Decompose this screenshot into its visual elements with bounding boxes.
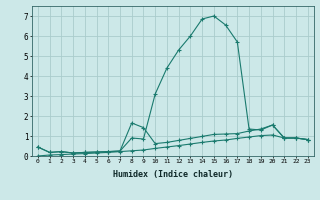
X-axis label: Humidex (Indice chaleur): Humidex (Indice chaleur): [113, 170, 233, 179]
